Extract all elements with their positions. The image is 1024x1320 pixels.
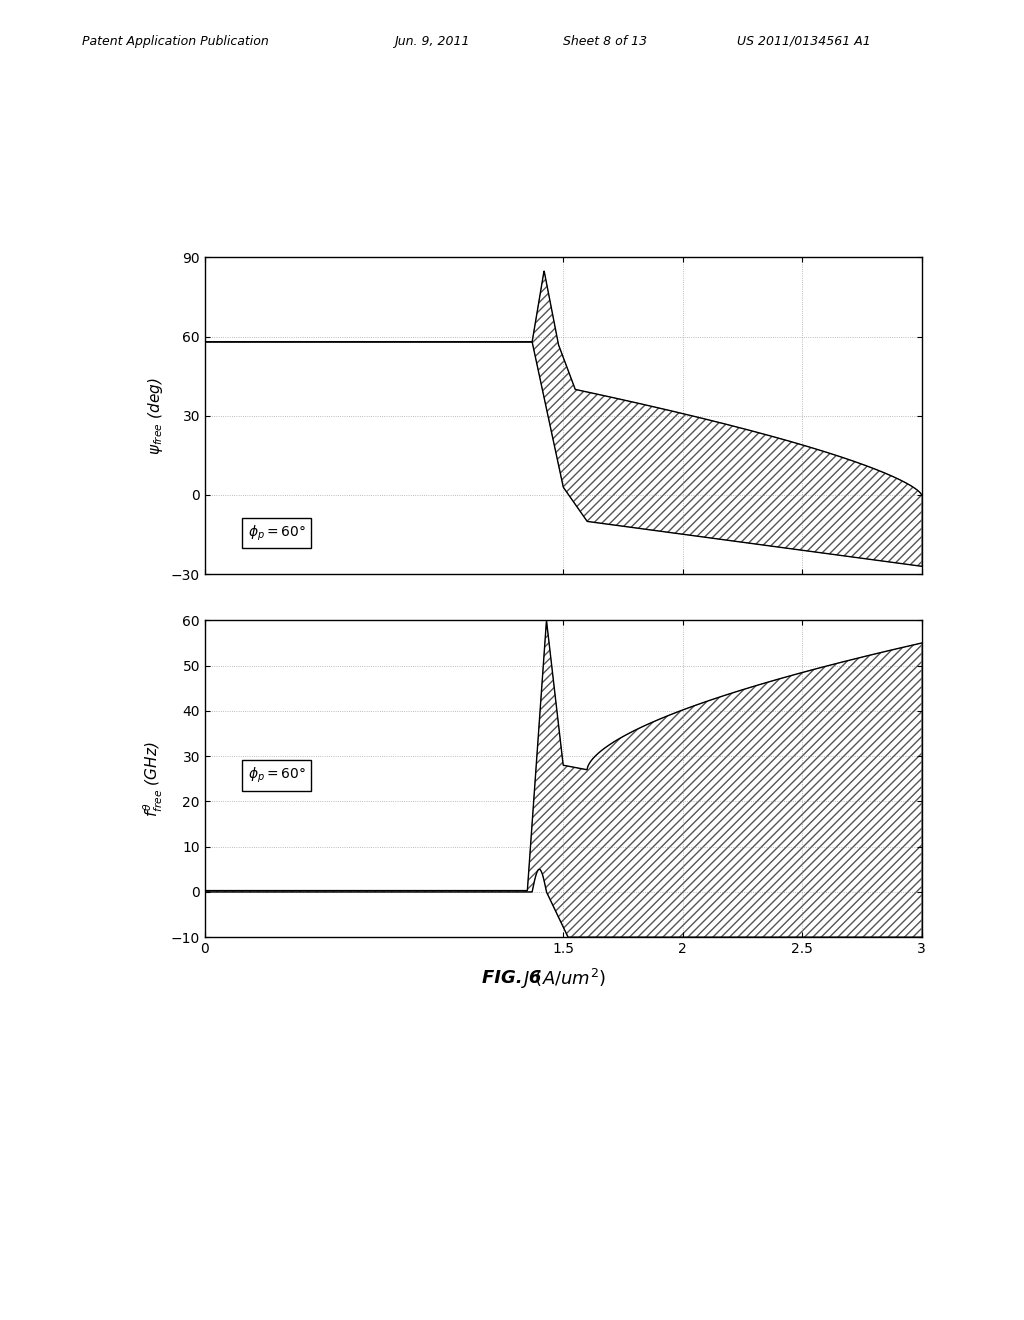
Text: Jun. 9, 2011: Jun. 9, 2011: [394, 34, 470, 48]
Text: $\phi_p=60°$: $\phi_p=60°$: [248, 523, 306, 543]
Y-axis label: $\psi_{free}$ (deg): $\psi_{free}$ (deg): [146, 378, 165, 454]
Text: Sheet 8 of 13: Sheet 8 of 13: [563, 34, 647, 48]
Text: US 2011/0134561 A1: US 2011/0134561 A1: [737, 34, 871, 48]
Text: $\phi_p=60°$: $\phi_p=60°$: [248, 766, 306, 785]
Text: FIG. 6: FIG. 6: [482, 969, 542, 987]
X-axis label: $J$ $(A/um^2)$: $J$ $(A/um^2)$: [520, 968, 606, 991]
Text: Patent Application Publication: Patent Application Publication: [82, 34, 268, 48]
Y-axis label: $f^{\theta}_{free}$ (GHz): $f^{\theta}_{free}$ (GHz): [142, 741, 165, 817]
